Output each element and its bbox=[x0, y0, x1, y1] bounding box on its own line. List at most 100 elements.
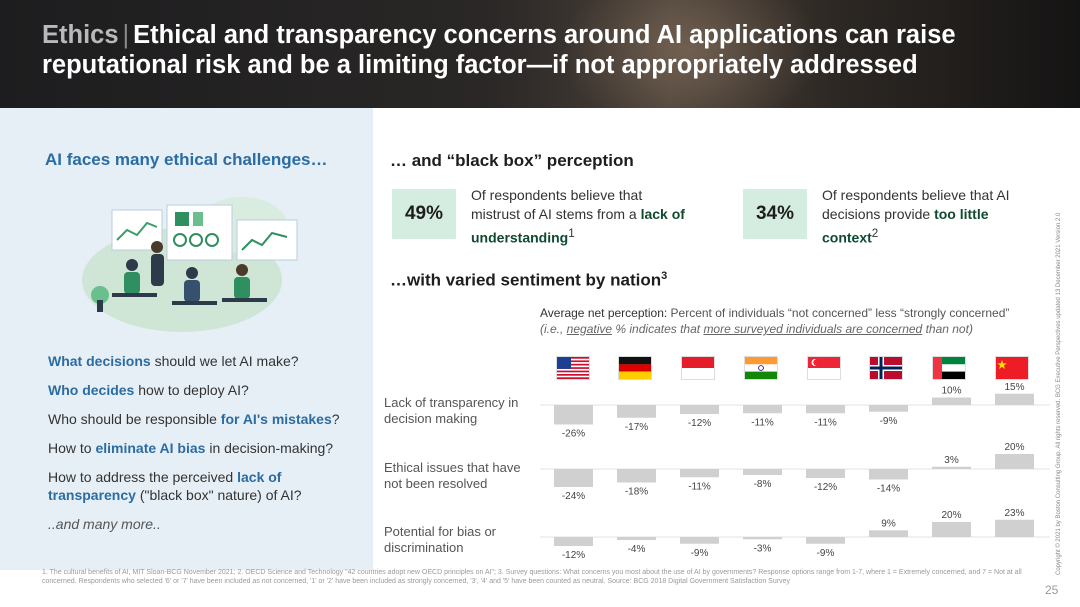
question-bold: eliminate AI bias bbox=[95, 440, 206, 456]
question-eliminate-bias: How to eliminate AI bias in decision-mak… bbox=[48, 439, 348, 457]
question-pre: How to bbox=[48, 440, 96, 456]
desc-rest: Percent of individuals “not concerned” l… bbox=[667, 306, 1010, 320]
title-separator: | bbox=[122, 21, 130, 49]
question-what-decisions: What decisions should we let AI make? bbox=[48, 352, 348, 370]
bar-value-label: 20% bbox=[941, 510, 961, 521]
bar-singapore bbox=[806, 469, 845, 478]
bar-value-label: -24% bbox=[562, 491, 585, 502]
question-transparency: How to address the perceived lack of tra… bbox=[48, 468, 328, 504]
indonesia-flag bbox=[682, 357, 714, 379]
stat-bold: too little context bbox=[822, 206, 989, 246]
stat-text-context: Of respondents believe that AI decisions… bbox=[822, 186, 1042, 248]
bar-value-label: -9% bbox=[817, 548, 835, 559]
net-perception-bar-chart: -26% -17% -12% -11% -11% -9% 10% 15% -24% -18% -11… bbox=[540, 382, 1050, 561]
question-bold: lack of transparency bbox=[48, 469, 282, 503]
singapore-flag bbox=[808, 357, 840, 379]
bar-china bbox=[995, 454, 1034, 469]
left-panel bbox=[0, 108, 373, 570]
bar-value-label: -14% bbox=[877, 484, 900, 495]
stat-desc: Of respondents believe that AI decisions… bbox=[822, 187, 1010, 222]
copyright-notice: Copyright © 2021 by Boston Consulting Gr… bbox=[1056, 212, 1062, 575]
bar-norway bbox=[869, 469, 908, 480]
row-label-bias: Potential for bias or discrimination bbox=[384, 524, 497, 555]
bar-value-label: -9% bbox=[880, 416, 898, 427]
stat-footnote-ref: 2 bbox=[871, 227, 879, 240]
question-who-decides: Who decides how to deploy AI? bbox=[48, 381, 348, 399]
and-many-more: ..and many more.. bbox=[48, 516, 161, 532]
stat-value-context: 34% bbox=[743, 189, 807, 239]
nation-heading: …with varied sentiment by nation3 bbox=[390, 270, 667, 291]
question-post: ? bbox=[331, 411, 340, 427]
question-bold: What decisions bbox=[48, 353, 151, 369]
bar-norway bbox=[869, 405, 908, 412]
india-flag bbox=[745, 357, 777, 379]
bar-value-label: -11% bbox=[814, 417, 837, 428]
bar-uae bbox=[932, 522, 971, 537]
bar-value-label: -12% bbox=[562, 550, 585, 561]
bar-value-label: 9% bbox=[881, 518, 896, 529]
bar-indonesia bbox=[680, 405, 719, 414]
stat-footnote-ref: 1 bbox=[568, 227, 575, 240]
united-states-flag bbox=[557, 357, 589, 379]
bar-value-label: 20% bbox=[1004, 442, 1024, 453]
bar-value-label: 3% bbox=[944, 455, 959, 466]
bar-value-label: -4% bbox=[628, 544, 646, 555]
bar-indonesia bbox=[680, 537, 719, 544]
nation-heading-footnote-ref: 3 bbox=[661, 270, 668, 282]
bar-value-label: -12% bbox=[814, 482, 837, 493]
nation-heading-text: …with varied sentiment by nation bbox=[390, 270, 662, 290]
bar-singapore bbox=[806, 537, 845, 544]
bar-value-label: -8% bbox=[754, 479, 772, 490]
bar-value-label: -11% bbox=[688, 481, 711, 492]
bar-norway bbox=[869, 530, 908, 537]
blackbox-heading: … and “black box” perception bbox=[390, 151, 634, 170]
bar-value-label: 15% bbox=[1004, 382, 1024, 393]
question-pre: How to address the perceived bbox=[48, 469, 238, 485]
bar-value-label: -3% bbox=[754, 543, 772, 554]
question-post: how to deploy AI? bbox=[134, 382, 249, 398]
bar-value-label: 10% bbox=[941, 386, 961, 397]
bar-singapore bbox=[806, 405, 845, 414]
bar-india bbox=[743, 537, 782, 540]
bar-germany bbox=[617, 469, 656, 483]
germany-flag bbox=[619, 357, 651, 379]
question-bold: Who decides bbox=[48, 382, 135, 398]
bar-value-label: -26% bbox=[562, 429, 585, 440]
header-banner: Ethics | Ethical and transparency concerns… bbox=[0, 0, 1080, 108]
header-background-image bbox=[560, 0, 820, 108]
page-number: 25 bbox=[1045, 583, 1059, 597]
bar-germany bbox=[617, 405, 656, 418]
question-post: should we let AI make? bbox=[150, 353, 299, 369]
stat-text-mistrust: Of respondents believe that mistrust of … bbox=[471, 186, 691, 248]
row-label-transparency: Lack of transparency in decision making bbox=[384, 395, 519, 426]
people-at-dashboard-illustration bbox=[82, 197, 298, 332]
bar-uae bbox=[932, 466, 971, 469]
bar-china bbox=[995, 519, 1034, 537]
bar-value-label: -18% bbox=[625, 487, 648, 498]
average-net-perception-description: Average net perception: Percent of indiv… bbox=[540, 305, 1060, 337]
title-keyword: Ethics bbox=[42, 21, 119, 49]
desc-lead: Average net perception: bbox=[540, 306, 668, 320]
question-post: in decision-making? bbox=[205, 440, 334, 456]
question-bold: for AI's mistakes bbox=[220, 411, 332, 427]
stat-value-mistrust: 49% bbox=[392, 189, 456, 239]
norway-flag bbox=[870, 357, 902, 379]
stat-desc: Of respondents believe that mistrust of … bbox=[471, 187, 643, 222]
question-pre: Who should be responsible bbox=[48, 411, 221, 427]
bar-china bbox=[995, 393, 1034, 405]
bar-uae bbox=[932, 397, 971, 405]
row-label-ethical-issues: Ethical issues that have not been resolv… bbox=[384, 460, 521, 491]
bar-india bbox=[743, 405, 782, 414]
bar-value-label: -17% bbox=[625, 422, 648, 433]
bar-value-label: -11% bbox=[751, 417, 774, 428]
uae-flag bbox=[933, 357, 965, 379]
page-title: Ethics | Ethical and transparency concerns… bbox=[42, 20, 1042, 80]
china-flag bbox=[996, 357, 1028, 379]
desc-note: (i.e., negative % indicates that more su… bbox=[540, 322, 973, 336]
footnote: 1. The cultural benefits of AI, MIT Sloa… bbox=[42, 569, 1022, 585]
bar-united-states bbox=[554, 537, 593, 546]
bar-indonesia bbox=[680, 469, 719, 478]
left-heading: AI faces many ethical challenges… bbox=[45, 150, 328, 169]
bar-value-label: -12% bbox=[688, 418, 711, 429]
bar-value-label: 23% bbox=[1004, 508, 1024, 519]
